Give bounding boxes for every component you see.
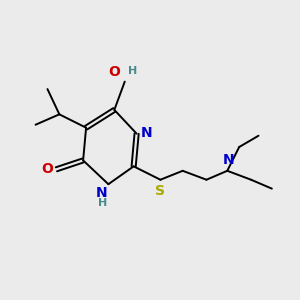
Text: N: N <box>95 186 107 200</box>
Text: N: N <box>141 126 152 140</box>
Text: S: S <box>155 184 165 198</box>
Text: O: O <box>41 162 53 176</box>
Text: O: O <box>108 65 120 79</box>
Text: H: H <box>98 198 107 208</box>
Text: N: N <box>222 153 234 167</box>
Text: H: H <box>128 66 137 76</box>
